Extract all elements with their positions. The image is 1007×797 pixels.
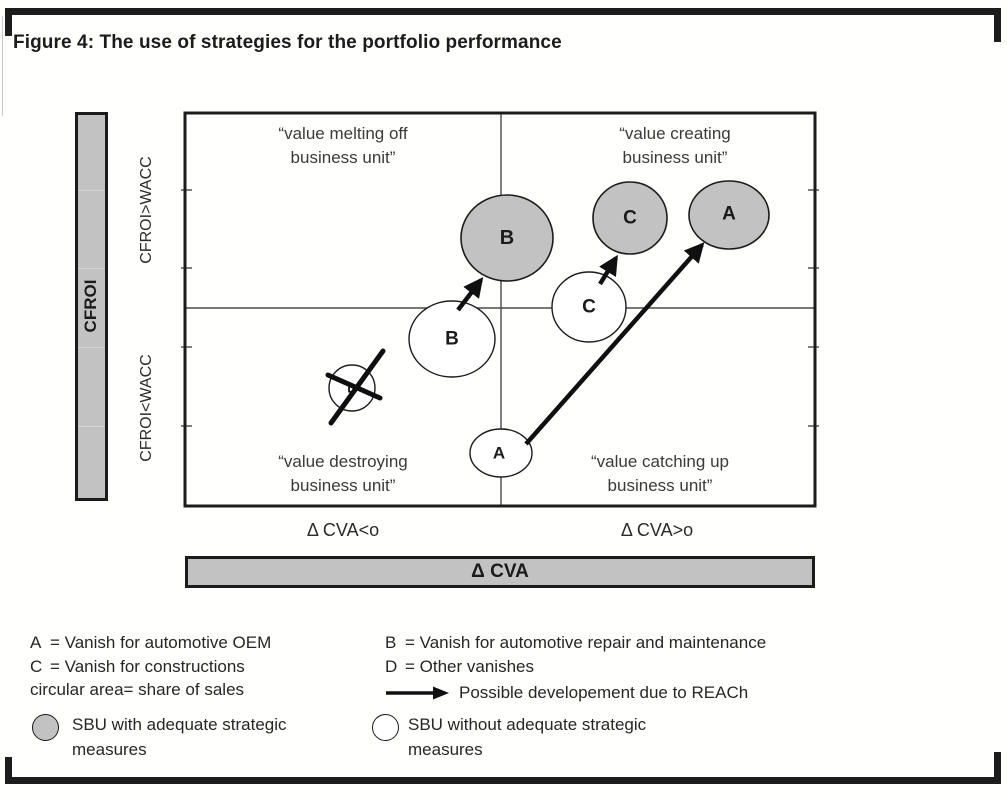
quadrant-label-line: “value catching up xyxy=(591,452,729,471)
frame-top-border xyxy=(5,8,1001,42)
quadrant-label-bottom-right: “value catching up business unit” xyxy=(530,450,790,498)
quadrant-label-line: business unit” xyxy=(607,476,713,495)
legend-key: D xyxy=(385,657,398,676)
quadrant-label-line: business unit” xyxy=(622,148,728,167)
quadrant-label-line: business unit” xyxy=(290,148,396,167)
gray-circle-icon xyxy=(32,714,59,741)
cfroi-axis-bar xyxy=(75,112,108,501)
legend-arrow-text: Possible developement due to REACh xyxy=(459,683,749,702)
legend-text: = Vanish for constructions xyxy=(50,657,245,676)
legend-sbu-with-text: SBU with adequate strategic measures xyxy=(72,712,287,762)
bar-segment-line xyxy=(78,426,105,427)
legend-sbu-without-text: SBU without adequate strategic measures xyxy=(408,712,646,762)
legend-arrow-item: Possible developement due to REACh xyxy=(385,683,749,702)
legend-item-c: C = Vanish for constructions xyxy=(30,656,245,678)
bubble-label-gray-a: A xyxy=(722,204,736,225)
legend-key: A xyxy=(30,633,42,652)
white-circle-icon xyxy=(372,714,399,741)
frame-left-edge-line xyxy=(2,16,3,116)
legend-item-b: B = Vanish for automotive repair and main… xyxy=(385,632,766,654)
legend-text: = Other vanishes xyxy=(405,657,534,676)
bar-segment-line xyxy=(78,347,105,348)
legend-key: C xyxy=(30,657,43,676)
legend-item-a: A = Vanish for automotive OEM xyxy=(30,632,271,654)
legend-text: = Vanish for automotive repair and maint… xyxy=(405,633,767,652)
plot-area: B C A B C A D xyxy=(181,111,819,508)
quadrant-label-line: “value destroying xyxy=(278,452,408,471)
legend-sbu-without: SBU without adequate strategic measures xyxy=(372,712,646,762)
bubble-label-gray-c: C xyxy=(623,208,637,229)
arrow-icon xyxy=(386,686,449,700)
quadrant-label-line: “value melting off xyxy=(278,124,408,143)
legend-item-d: D = Other vanishes xyxy=(385,656,534,678)
quadrant-label-top-left: “value melting off business unit” xyxy=(213,122,473,170)
legend-text-line: SBU with adequate strategic xyxy=(72,715,287,734)
quadrant-label-top-right: “value creating business unit” xyxy=(545,122,805,170)
bar-segment-line xyxy=(78,190,105,191)
bubble-white-a xyxy=(469,428,533,478)
quadrant-label-line: “value creating xyxy=(619,124,731,143)
bubble-gray-a xyxy=(688,180,770,250)
quadrant-label-bottom-left: “value destroying business unit” xyxy=(213,450,473,498)
bubble-label-white-c: C xyxy=(582,297,596,318)
legend-key: B xyxy=(385,633,397,652)
bubble-white-c xyxy=(551,271,627,343)
cfroi-axis-label: CFROI xyxy=(81,279,100,333)
frame-bottom-border xyxy=(5,752,1001,784)
arrow-c-development xyxy=(598,254,618,286)
y-axis-label-bottom: CFROI<WACC xyxy=(138,354,155,462)
legend-text-line: SBU without adequate strategic xyxy=(408,715,647,734)
bubble-label-white-a: A xyxy=(493,444,505,463)
legend-text-line: measures xyxy=(408,740,483,759)
x-axis-label-negative: Δ CVA<o xyxy=(306,520,380,540)
legend-sbu-with: SBU with adequate strategic measures xyxy=(32,712,287,762)
bubble-white-b xyxy=(408,300,496,378)
plot-border xyxy=(183,111,817,508)
bubble-gray-b xyxy=(460,194,554,282)
quadrant-label-line: business unit” xyxy=(290,476,396,495)
y-axis-label-top: CFROI>WACC xyxy=(138,156,155,264)
arrow-a-development xyxy=(524,242,705,446)
plot-canvas: B C A B C A D xyxy=(181,111,819,508)
cross-out-d-icon xyxy=(325,348,386,426)
legend-text-line: measures xyxy=(72,740,147,759)
bar-segment-line xyxy=(78,268,105,269)
bubble-label-gray-b: B xyxy=(500,227,514,249)
bubble-gray-c xyxy=(592,181,668,255)
cva-axis-bar: Δ CVA xyxy=(185,556,815,588)
figure-title: Figure 4: The use of strategies for the … xyxy=(13,32,562,53)
x-axis-label-positive: Δ CVA>o xyxy=(620,520,694,540)
legend-text: = Vanish for automotive OEM xyxy=(50,633,272,652)
arrow-b-development xyxy=(456,277,484,312)
legend-item-circular-area: circular area= share of sales xyxy=(30,680,245,699)
bubble-label-white-b: B xyxy=(445,329,459,350)
